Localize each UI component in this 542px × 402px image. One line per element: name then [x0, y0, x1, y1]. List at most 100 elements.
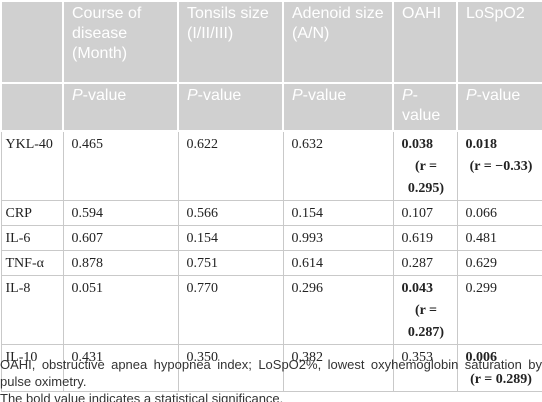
- value-cell: 0.296: [282, 275, 394, 345]
- p-value: 0.154: [186, 231, 219, 246]
- value-cell: 0.566: [177, 200, 284, 226]
- correlation: (r = 0.289): [470, 372, 532, 387]
- value-cell: 0.465: [62, 130, 179, 201]
- p-value: 0.066: [465, 206, 498, 221]
- table-row: IL-6 0.607 0.154 0.993 0.619 0.481: [0, 225, 542, 251]
- p-value: 0.350: [186, 350, 219, 365]
- column-header: Course of disease (Month): [62, 0, 179, 84]
- p-value: 0.287: [401, 256, 434, 271]
- value-cell: 0.632: [282, 130, 394, 201]
- p-value: 0.566: [186, 206, 219, 221]
- subheader-cell: P-value: [456, 82, 542, 132]
- column-header: Adenoid size (A/N): [282, 0, 394, 84]
- data-table: Course of disease (Month) Tonsils size (I…: [0, 0, 542, 392]
- table-head: Course of disease (Month) Tonsils size (I…: [0, 0, 542, 132]
- row-label: IL-6: [0, 225, 64, 251]
- value-cell: 0.043 (r = 0.287): [392, 275, 458, 345]
- p-value: 0.751: [186, 256, 219, 271]
- table-row: IL-8 0.051 0.770 0.296 0.043 (r = 0.287) 0.299: [0, 275, 542, 345]
- value-cell: 0.431: [62, 344, 179, 392]
- p-value-label: P-value: [72, 87, 127, 104]
- value-cell: 0.481: [456, 225, 542, 251]
- value-cell: 0.299: [456, 275, 542, 345]
- footnote: OAHI, obstructive apnea hypopnea index; …: [0, 357, 542, 389]
- correlation: (r = 0.287): [407, 303, 445, 340]
- p-value-label: P-value: [187, 87, 242, 104]
- p-value: 0.006: [465, 350, 498, 365]
- row-label: IL-8: [0, 275, 64, 345]
- table-row: CRP 0.594 0.566 0.154 0.107 0.066: [0, 200, 542, 226]
- header-blank: [0, 82, 64, 132]
- row-label: YKL-40: [0, 130, 64, 201]
- subheader-cell: P-value: [62, 82, 179, 132]
- value-cell: 0.006 (r = 0.289): [456, 344, 542, 392]
- row-label: CRP: [0, 200, 64, 226]
- value-cell: 0.614: [282, 250, 394, 276]
- value-cell: 0.993: [282, 225, 394, 251]
- table-row: IL-10 0.431 0.350 0.382 0.353 0.006 (r = 0.289…: [0, 344, 542, 392]
- value-cell: 0.619: [392, 225, 458, 251]
- p-value: 0.296: [291, 281, 324, 296]
- p-value: 0.353: [401, 350, 434, 365]
- subheader-cell: P-value: [282, 82, 394, 132]
- p-value: 0.051: [71, 281, 104, 296]
- value-cell: 0.107: [392, 200, 458, 226]
- p-value: 0.038: [401, 137, 434, 152]
- p-value: 0.154: [291, 206, 324, 221]
- p-value: 0.481: [465, 231, 498, 246]
- p-value: 0.619: [401, 231, 434, 246]
- table-row: YKL-40 0.465 0.622 0.632 0.038 (r = 0.295) 0.0…: [0, 130, 542, 201]
- subheader-cell: P-value: [392, 82, 458, 132]
- p-value-label: P-value: [466, 87, 521, 104]
- value-cell: 0.051: [62, 275, 179, 345]
- p-value: 0.594: [71, 206, 104, 221]
- p-value-label: P-value: [292, 87, 347, 104]
- p-value: 0.622: [186, 137, 219, 152]
- p-value: 0.382: [291, 350, 324, 365]
- p-value: 0.607: [71, 231, 104, 246]
- column-header: Tonsils size (I/II/III): [177, 0, 284, 84]
- value-cell: 0.066: [456, 200, 542, 226]
- column-header: OAHI: [392, 0, 458, 84]
- footnote: The bold value indicates a statistical s…: [0, 391, 284, 402]
- value-cell: 0.154: [177, 225, 284, 251]
- p-value: 0.632: [291, 137, 324, 152]
- value-cell: 0.751: [177, 250, 284, 276]
- value-cell: 0.018 (r = −0.33): [456, 130, 542, 201]
- p-value-label: P-value: [402, 87, 441, 124]
- value-cell: 0.770: [177, 275, 284, 345]
- row-label: TNF-α: [0, 250, 64, 276]
- correlation: (r = −0.33): [469, 159, 533, 174]
- column-header: [0, 0, 64, 84]
- value-cell: 0.038 (r = 0.295): [392, 130, 458, 201]
- value-cell: 0.154: [282, 200, 394, 226]
- p-value: 0.770: [186, 281, 219, 296]
- p-value: 0.431: [71, 350, 104, 365]
- value-cell: 0.629: [456, 250, 542, 276]
- p-value: 0.614: [291, 256, 324, 271]
- value-cell: 0.382: [282, 344, 394, 392]
- p-value: 0.018: [465, 137, 498, 152]
- value-cell: 0.878: [62, 250, 179, 276]
- value-cell: 0.594: [62, 200, 179, 226]
- p-value: 0.878: [71, 256, 104, 271]
- p-value: 0.107: [401, 206, 434, 221]
- header-row: Course of disease (Month) Tonsils size (I…: [0, 0, 542, 84]
- value-cell: 0.622: [177, 130, 284, 201]
- value-cell: 0.607: [62, 225, 179, 251]
- subheader-cell: P-value: [177, 82, 284, 132]
- p-value: 0.993: [291, 231, 324, 246]
- table-row: TNF-α 0.878 0.751 0.614 0.287 0.629: [0, 250, 542, 276]
- footnotes: OAHI, obstructive apnea hypopnea index; …: [0, 356, 542, 402]
- row-label: IL-10: [0, 344, 64, 392]
- correlation: (r = 0.295): [407, 159, 445, 196]
- column-header: LoSpO2: [456, 0, 542, 84]
- table-body: YKL-40 0.465 0.622 0.632 0.038 (r = 0.295) 0.0…: [0, 130, 542, 392]
- value-cell: 0.287: [392, 250, 458, 276]
- subheader-row: P-value P-value P-value P-value P-value: [0, 82, 542, 132]
- p-value: 0.299: [465, 281, 498, 296]
- p-value: 0.043: [401, 281, 434, 296]
- p-value: 0.465: [71, 137, 104, 152]
- p-value: 0.629: [465, 256, 498, 271]
